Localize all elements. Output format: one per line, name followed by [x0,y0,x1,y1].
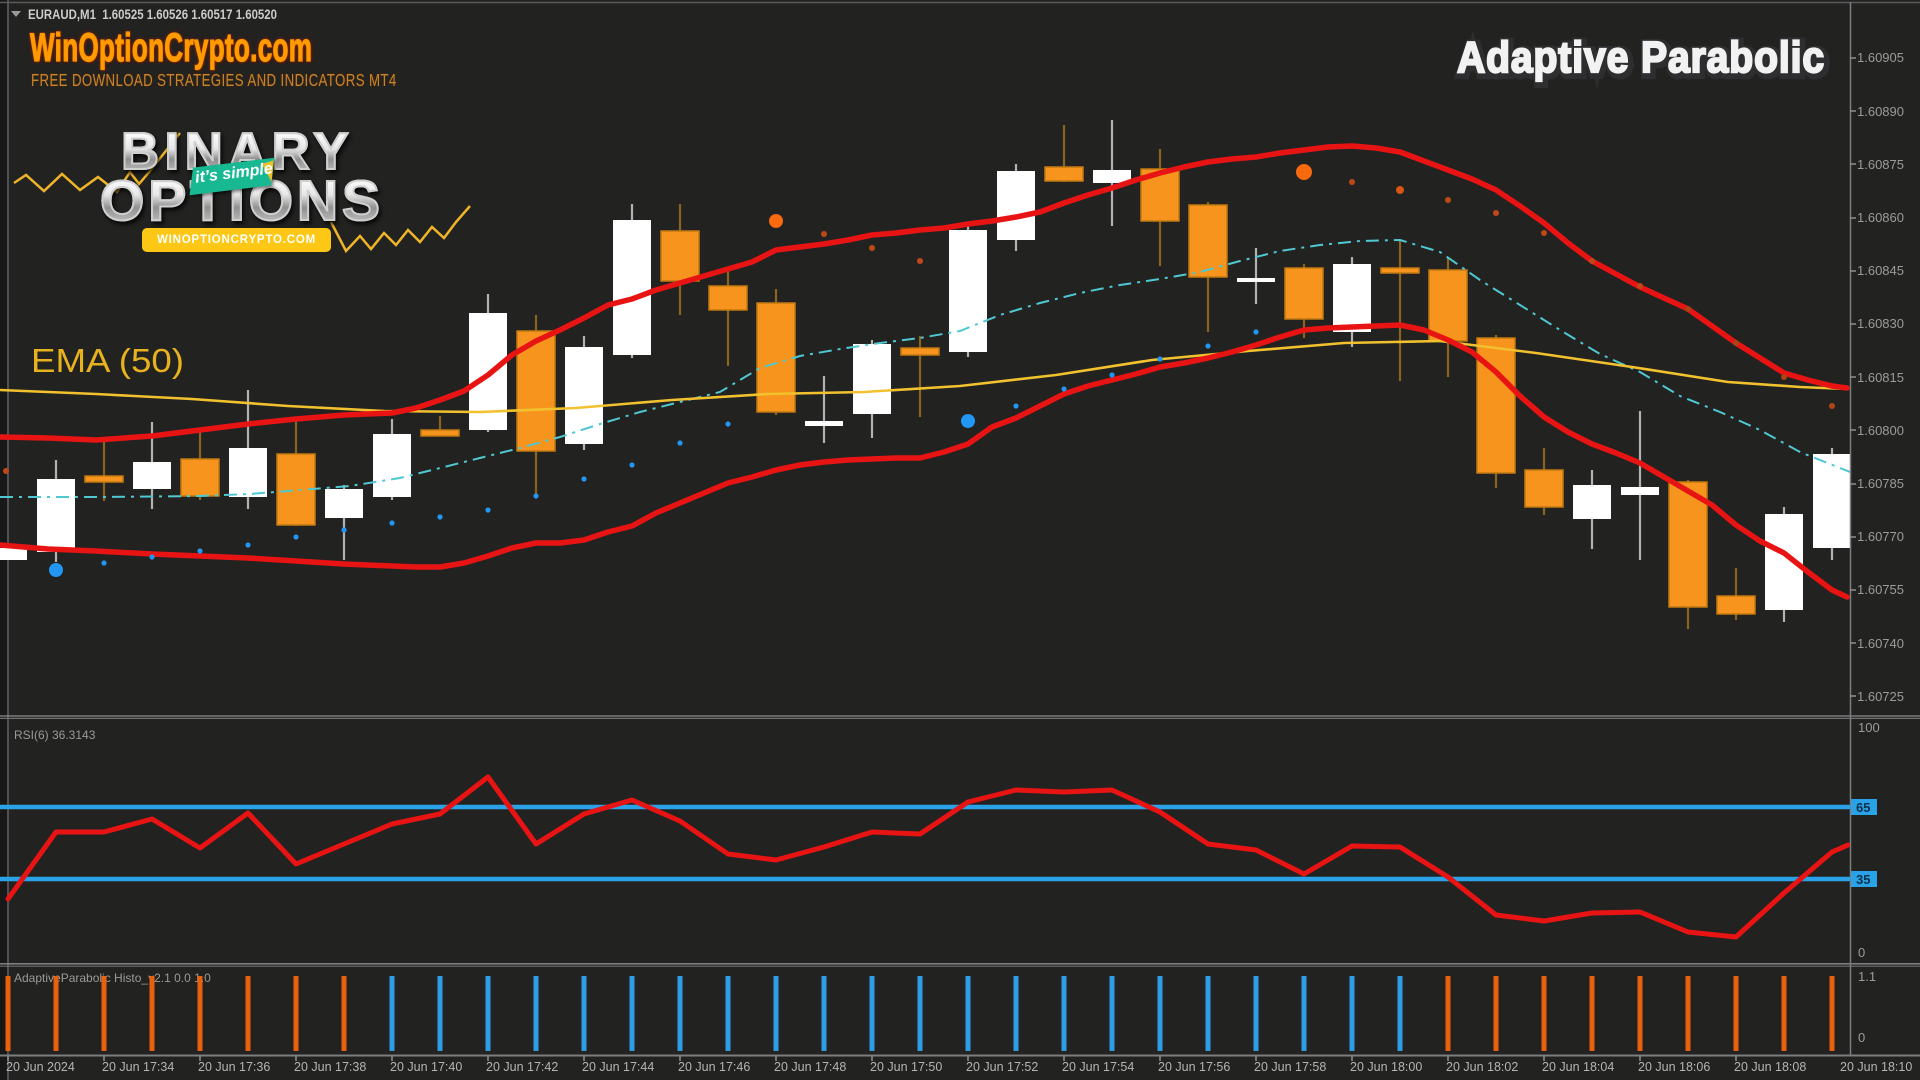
svg-text:20 Jun 17:40: 20 Jun 17:40 [390,1060,462,1074]
svg-text:Adaptive Parabolic: Adaptive Parabolic [1457,33,1825,82]
svg-text:20 Jun 17:48: 20 Jun 17:48 [774,1060,846,1074]
svg-text:20 Jun 17:50: 20 Jun 17:50 [870,1060,942,1074]
svg-text:20 Jun 18:02: 20 Jun 18:02 [1446,1060,1518,1074]
svg-text:20 Jun 17:44: 20 Jun 17:44 [582,1060,654,1074]
svg-text:1.60860: 1.60860 [1857,210,1904,225]
svg-text:20 Jun 18:00: 20 Jun 18:00 [1350,1060,1422,1074]
svg-text:1.60770: 1.60770 [1857,529,1904,544]
svg-text:1.60905: 1.60905 [1857,50,1904,65]
svg-text:20 Jun 18:04: 20 Jun 18:04 [1542,1060,1614,1074]
svg-text:20 Jun 18:06: 20 Jun 18:06 [1638,1060,1710,1074]
svg-text:20 Jun 2024: 20 Jun 2024 [6,1060,75,1074]
svg-text:1.60890: 1.60890 [1857,104,1904,119]
svg-text:1.60740: 1.60740 [1857,636,1904,651]
svg-text:RSI(6) 36.3143: RSI(6) 36.3143 [14,728,96,742]
svg-text:20 Jun 17:34: 20 Jun 17:34 [102,1060,174,1074]
svg-text:20 Jun 17:54: 20 Jun 17:54 [1062,1060,1134,1074]
svg-text:1.60755: 1.60755 [1857,582,1904,597]
svg-text:1.60830: 1.60830 [1857,316,1904,331]
svg-text:1.60815: 1.60815 [1857,370,1904,385]
svg-text:65: 65 [1856,800,1870,815]
svg-text:AdaptiveParabolic Histo_v2.1 0: AdaptiveParabolic Histo_v2.1 0.0 1.0 [14,971,211,985]
svg-text:0: 0 [1858,945,1865,960]
svg-text:1.1: 1.1 [1858,969,1876,984]
svg-text:1.60785: 1.60785 [1857,476,1904,491]
svg-text:20 Jun 17:46: 20 Jun 17:46 [678,1060,750,1074]
svg-text:1.60845: 1.60845 [1857,263,1904,278]
svg-text:1.60800: 1.60800 [1857,423,1904,438]
svg-text:35: 35 [1856,872,1870,887]
svg-text:0: 0 [1858,1030,1865,1045]
svg-text:20 Jun 17:58: 20 Jun 17:58 [1254,1060,1326,1074]
svg-text:1.60875: 1.60875 [1857,157,1904,172]
svg-text:100: 100 [1858,720,1880,735]
svg-text:EMA (50): EMA (50) [31,342,184,379]
svg-text:20 Jun 17:42: 20 Jun 17:42 [486,1060,558,1074]
svg-text:20 Jun 17:38: 20 Jun 17:38 [294,1060,366,1074]
svg-text:Adaptive Parabolic: Adaptive Parabolic [1459,35,1827,84]
svg-text:20 Jun 17:36: 20 Jun 17:36 [198,1060,270,1074]
svg-text:20 Jun 17:56: 20 Jun 17:56 [1158,1060,1230,1074]
svg-text:1.60725: 1.60725 [1857,689,1904,704]
svg-text:20 Jun 18:08: 20 Jun 18:08 [1734,1060,1806,1074]
svg-text:20 Jun 17:52: 20 Jun 17:52 [966,1060,1038,1074]
svg-text:20 Jun 18:10: 20 Jun 18:10 [1840,1060,1912,1074]
svg-text:EURAUD,M1 1.60525 1.60526 1.6: EURAUD,M1 1.60525 1.60526 1.60517 1.6052… [28,7,277,22]
